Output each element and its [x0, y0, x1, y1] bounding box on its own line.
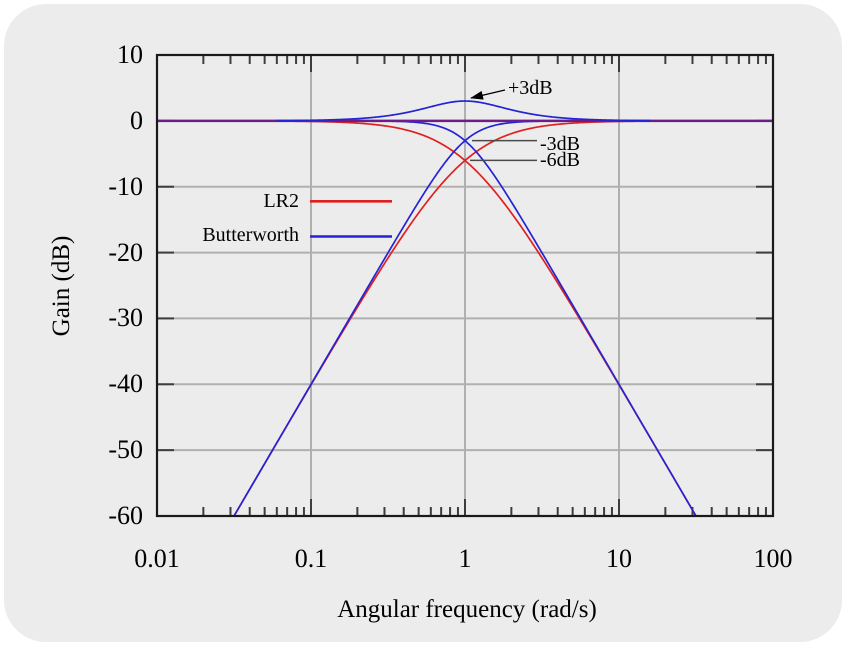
annotation-minus-6db: -6dB [540, 149, 580, 171]
y-tick-label-0: 0 [130, 105, 143, 135]
y-tick-label--50: -50 [108, 435, 143, 465]
plot-border [155, 53, 775, 518]
y-tick-label--20: -20 [108, 237, 143, 267]
y-tick-label--40: -40 [108, 369, 143, 399]
x-tick-label-100: 100 [753, 544, 793, 573]
annotation-plus-3db: +3dB [508, 77, 553, 99]
legend-label-butterworth: Butterworth [202, 224, 299, 246]
x-axis-title: Angular frequency (rad/s) [337, 596, 597, 623]
y-tick-label-10: 10 [117, 40, 143, 69]
x-tick-label-0.1: 0.1 [294, 544, 328, 573]
x-tick-label-1: 1 [458, 544, 472, 573]
x-tick-label-0.01: 0.01 [134, 544, 180, 573]
plus-3db-arrow [470, 89, 506, 100]
x-tick-label-10: 10 [606, 544, 632, 573]
y-tick-label--10: -10 [108, 171, 143, 201]
y-tick-label--30: -30 [108, 303, 143, 333]
annotation-minus-3db: -3dB [540, 133, 580, 155]
legend-label-lr2: LR2 [263, 190, 299, 212]
y-tick-label--60: -60 [108, 501, 143, 530]
curves-group [157, 100, 773, 517]
plot-panel [4, 4, 842, 642]
y-axis-title: Gain (dB) [48, 235, 75, 337]
curve-butterworth-sum [276, 100, 651, 122]
